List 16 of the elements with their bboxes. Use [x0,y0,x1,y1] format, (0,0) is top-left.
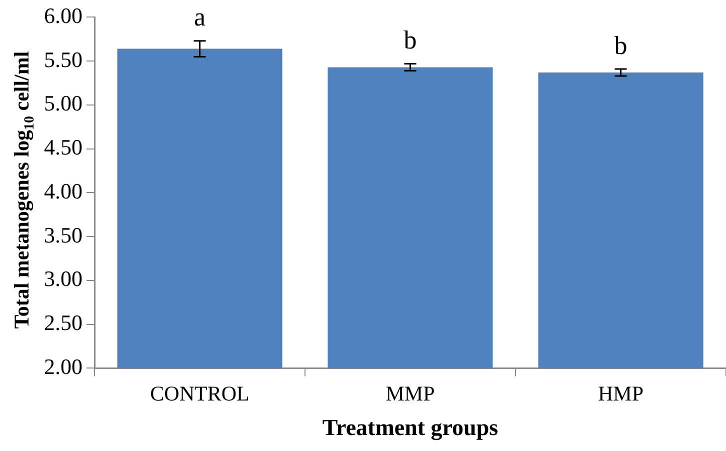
y-tick-label: 3.50 [44,222,82,248]
y-tick-label: 5.50 [44,46,82,72]
y-tick-label: 5.00 [44,90,82,116]
annotation: b [404,26,417,55]
y-tick-label: 6.00 [44,2,82,28]
y-tick-label: 3.00 [44,266,82,292]
y-tick-label: 2.00 [44,354,82,379]
annotation: b [614,30,628,60]
x-tick-label: MMP [386,381,435,406]
annotation: a [194,2,206,32]
x-axis-title: Treatment groups [322,415,498,442]
y-tick-label: 4.00 [44,178,82,204]
y-tick-label: 2.50 [44,310,82,336]
y-tick-label: 4.50 [44,134,82,160]
x-tick-label: CONTROL [150,381,250,406]
x-tick-label: HMP [598,381,644,406]
